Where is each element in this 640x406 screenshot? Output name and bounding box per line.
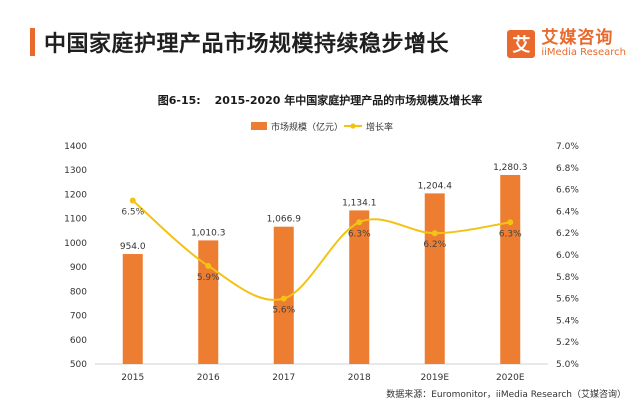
brand-name-en: iiMedia Research [541,46,626,58]
y-right-tick-label: 5.6% [556,295,579,305]
y-left-tick-label: 1200 [64,190,87,200]
brand-name-cn: 艾媒咨询 [541,27,614,48]
bar [198,240,219,364]
x-tick-label: 2017 [272,373,295,383]
y-right-tick-label: 5.2% [556,338,579,348]
x-tick-label: 2020E [496,373,525,383]
x-tick-label: 2015 [121,373,144,383]
growth-rate-label: 6.2% [423,240,446,250]
y-right-tick-label: 6.2% [556,229,579,239]
brand-logo: 艾 [507,30,536,58]
growth-rate-label: 6.5% [121,208,144,218]
x-tick-label: 2016 [197,373,220,383]
bar [349,210,370,364]
y-right-tick-label: 5.4% [556,316,579,326]
growth-rate-label: 6.3% [499,229,522,239]
y-right-tick-label: 7.0% [556,142,579,152]
growth-rate-line [132,199,511,301]
y-right-tick-label: 6.4% [556,207,579,217]
growth-rate-point [356,219,363,226]
brand-text: 艾媒咨询 iiMedia Research [541,27,626,58]
chart-title-text: 2015-2020 年中国家庭护理产品的市场规模及增长率 [214,94,483,107]
growth-rate-label: 5.6% [272,306,295,316]
y-left-tick-label: 1300 [64,166,87,176]
bar-value-label: 1,066.9 [267,215,302,225]
bar-value-label: 1,280.3 [493,163,527,173]
growth-rate-point [205,262,212,269]
bar [500,174,521,364]
legend-bar-swatch [251,122,267,130]
y-left-tick-label: 1400 [64,142,87,152]
growth-rate-label: 6.3% [348,229,371,239]
legend-line-marker [350,123,356,129]
growth-rate-label: 5.9% [197,273,220,283]
page-title: 中国家庭护理产品市场规模持续稳步增长 [44,32,450,57]
y-right-tick-label: 5.8% [556,273,579,283]
y-right-tick-label: 6.8% [556,164,579,174]
bar-value-label: 1,134.1 [342,198,376,208]
title-accent-bar [30,28,35,56]
x-tick-label: 2019E [420,373,449,383]
y-left-tick-label: 500 [70,360,87,370]
y-right-tick-label: 5.0% [556,360,579,370]
y-right-tick-label: 6.0% [556,251,579,261]
growth-rate-point [129,197,136,204]
y-left-tick-label: 800 [70,287,87,297]
bar [424,193,445,364]
y-left-tick-label: 1000 [64,239,87,249]
growth-rate-point [507,219,514,226]
y-left-tick-label: 900 [70,263,87,273]
y-left-tick-label: 1100 [64,215,87,225]
chart-title: 图6-15: 2015-2020 年中国家庭护理产品的市场规模及增长率 [0,92,640,108]
bar-value-label: 954.0 [120,242,146,252]
figure-label: 图6-15: [157,94,201,107]
x-tick-label: 2018 [348,373,371,383]
y-right-tick-label: 6.6% [556,186,579,196]
y-left-tick-label: 600 [70,336,87,346]
brand: 艾 艾媒咨询 iiMedia Research [507,22,626,66]
growth-rate-point [280,295,287,302]
legend-line-label: 增长率 [366,121,393,133]
bar-value-label: 1,010.3 [191,228,225,238]
growth-rate-point [431,230,438,237]
source-note: 数据来源：Euromonitor，iiMedia Research（艾媒咨询） [386,390,626,400]
bar [273,226,294,364]
y-left-tick-label: 700 [70,312,87,322]
bar [122,254,143,364]
legend-bar-label: 市场规模（亿元） [271,121,343,133]
bar-value-label: 1,204.4 [418,181,453,191]
